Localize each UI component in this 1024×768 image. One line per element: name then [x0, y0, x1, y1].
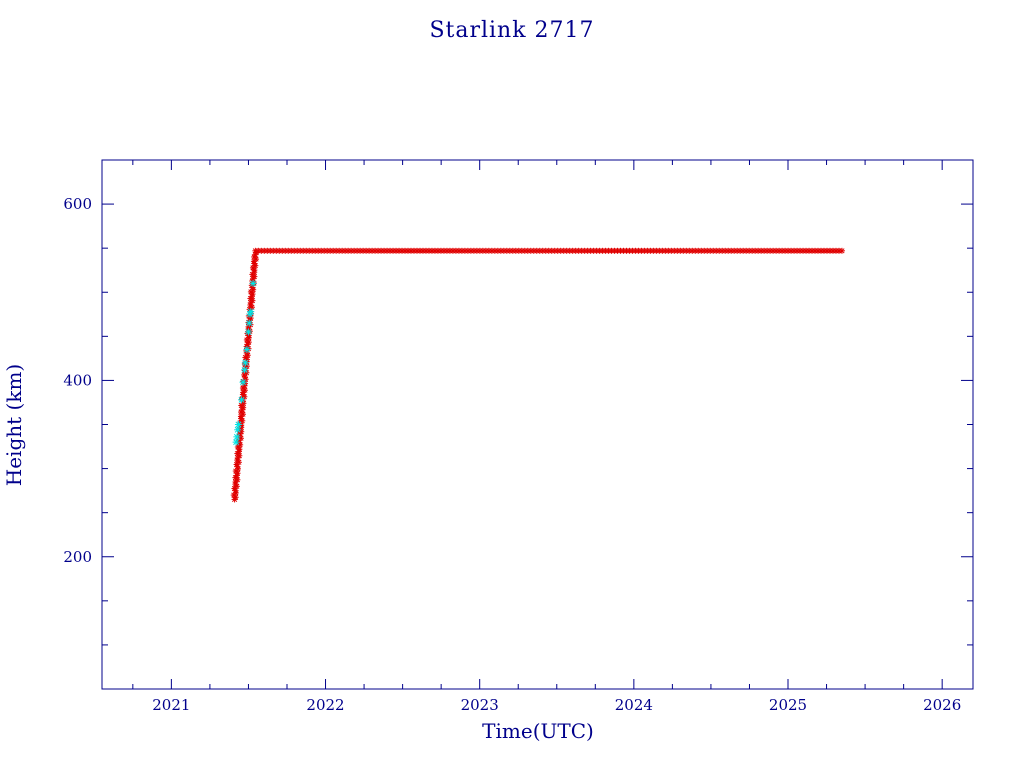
cyan-data-point [245, 319, 253, 327]
x-axis-title: Time(UTC) [482, 719, 594, 743]
cyan-data-point [238, 396, 246, 404]
y-axis-title: Height (km) [2, 364, 26, 486]
x-tick-label: 2025 [769, 696, 807, 714]
cyan-data-point [243, 346, 251, 354]
cyan-data-point [244, 328, 252, 336]
red-data-point [838, 247, 845, 254]
x-tick-label: 2023 [461, 696, 499, 714]
cyan-data-point [233, 433, 241, 441]
chart-title: Starlink 2717 [429, 18, 594, 43]
x-tick-label: 2021 [152, 696, 190, 714]
cyan-data-point [232, 438, 240, 446]
cyan-data-point [234, 426, 242, 434]
data-series [230, 247, 845, 503]
cyan-data-point [241, 366, 249, 374]
cyan-data-point [234, 421, 242, 428]
axis-ticks [102, 159, 973, 690]
x-tick-label: 2026 [923, 696, 961, 714]
plot-frame [101, 159, 974, 690]
y-tick-label: 600 [63, 195, 92, 213]
cyan-data-point [247, 308, 255, 316]
y-tick-label: 400 [63, 371, 92, 389]
cyan-data-point [239, 378, 247, 386]
axis-tick-labels: 2021 2022 2023 2024 2025 2026 200 400 600 [63, 195, 961, 714]
cyan-data-point [241, 359, 249, 367]
x-tick-label: 2022 [306, 696, 344, 714]
y-tick-label: 200 [63, 548, 92, 566]
cyan-data-point [249, 279, 257, 287]
x-tick-label: 2024 [615, 696, 653, 714]
